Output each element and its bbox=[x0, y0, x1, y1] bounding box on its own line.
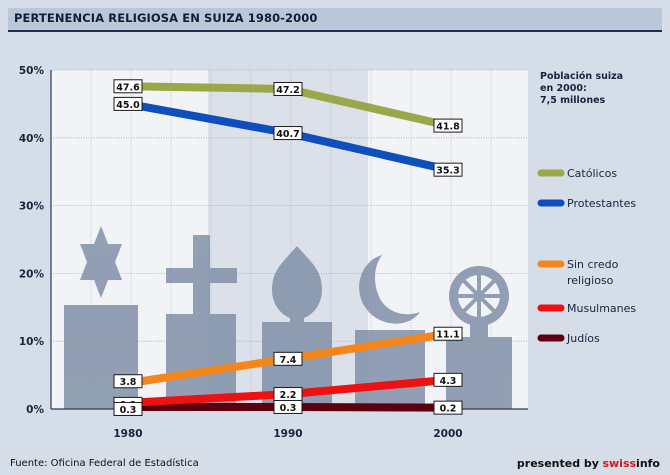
data-label-sin_credo-box bbox=[273, 351, 303, 366]
data-label-musulmanes: 4.3 bbox=[440, 376, 457, 387]
presented-prefix: presented by bbox=[516, 457, 599, 470]
x-tick-label: 1990 bbox=[273, 428, 302, 440]
data-label-sin_credo-box bbox=[113, 374, 143, 389]
crescent-icon bbox=[359, 255, 420, 324]
y-tick-label: 10% bbox=[19, 336, 45, 348]
y-tick-label: 40% bbox=[19, 133, 45, 145]
tombstone-cross bbox=[166, 314, 236, 409]
legend-label-sin_credo: religioso bbox=[567, 274, 614, 287]
data-label-judios: 0.3 bbox=[280, 403, 297, 414]
y-tick-label: 50% bbox=[19, 65, 45, 77]
brand-swiss: swiss bbox=[602, 457, 637, 470]
data-label-judios: 0.2 bbox=[440, 404, 457, 415]
y-tick-label: 0% bbox=[26, 404, 44, 416]
data-label-judios: 0.3 bbox=[120, 405, 137, 416]
star-of-david-icon bbox=[80, 226, 122, 298]
data-label-catolicos: 47.6 bbox=[116, 82, 140, 93]
tombstone-star bbox=[64, 305, 138, 409]
presented-by: presented by swissinfo bbox=[517, 457, 660, 470]
data-label-protestantes-box bbox=[273, 126, 303, 141]
chart-title: PERTENENCIA RELIGIOSA EN SUIZA 1980-2000 bbox=[14, 11, 318, 25]
chart-header: PERTENENCIA RELIGIOSA EN SUIZA 1980-2000 bbox=[8, 8, 662, 32]
brand-info: info bbox=[636, 457, 660, 470]
data-label-protestantes: 45.0 bbox=[116, 100, 140, 111]
data-label-protestantes: 35.3 bbox=[436, 166, 459, 177]
data-label-sin_credo-box bbox=[433, 326, 463, 341]
y-tick-label: 20% bbox=[19, 268, 45, 280]
data-label-musulmanes: 2.2 bbox=[280, 390, 297, 401]
cross-icon bbox=[166, 235, 237, 315]
data-label-sin_credo: 3.8 bbox=[120, 377, 137, 388]
data-label-protestantes: 40.7 bbox=[276, 129, 299, 140]
data-label-judios-box bbox=[113, 401, 143, 416]
data-label-sin_credo: 11.1 bbox=[436, 330, 459, 341]
lotus-stem bbox=[290, 318, 304, 324]
y-tick-label: 30% bbox=[19, 201, 45, 213]
legend-label-catolicos: Católicos bbox=[567, 167, 617, 180]
population-note-line: en 2000: bbox=[540, 83, 587, 94]
lotus-icon bbox=[272, 246, 322, 320]
data-label-musulmanes-box bbox=[433, 372, 463, 387]
data-label-protestantes-box bbox=[433, 162, 463, 177]
x-tick-label: 1980 bbox=[113, 428, 142, 440]
tombstones-illustration bbox=[64, 226, 512, 409]
source-note: Fuente: Oficina Federal de Estadística bbox=[10, 458, 199, 469]
population-note-line: 7,5 millones bbox=[540, 95, 606, 106]
data-label-catolicos: 47.2 bbox=[276, 85, 299, 96]
population-note-line: Población suiza bbox=[540, 71, 623, 82]
data-label-catolicos-box bbox=[433, 118, 463, 133]
data-label-protestantes-box bbox=[113, 96, 143, 111]
data-label-catolicos: 41.8 bbox=[436, 122, 460, 133]
x-tick-label: 2000 bbox=[433, 428, 462, 440]
data-label-catolicos-box bbox=[113, 79, 143, 94]
data-label-sin_credo: 7.4 bbox=[280, 355, 297, 366]
wheel-hub bbox=[474, 291, 484, 301]
wheel-post bbox=[470, 322, 488, 338]
data-label-judios-box bbox=[273, 399, 303, 414]
legend-label-sin_credo: Sin credo bbox=[567, 258, 619, 271]
legend-label-protestantes: Protestantes bbox=[567, 197, 636, 210]
data-label-catolicos-box bbox=[273, 81, 303, 96]
legend-label-judios: Judíos bbox=[566, 332, 600, 345]
data-label-judios-box bbox=[433, 400, 463, 415]
legend-label-musulmanes: Musulmanes bbox=[567, 302, 636, 315]
